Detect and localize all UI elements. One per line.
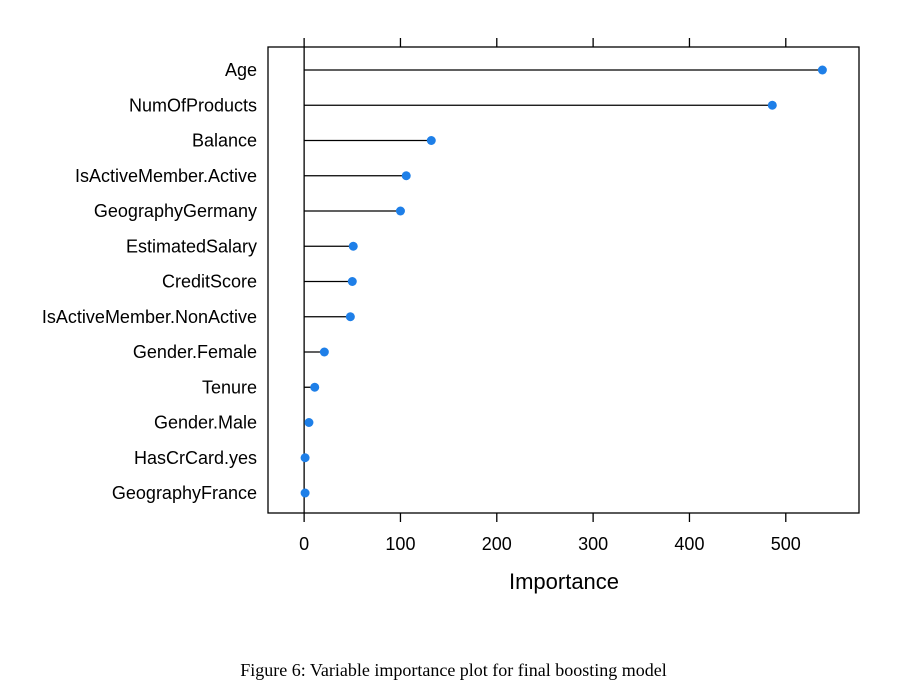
x-tick-label: 100: [385, 534, 415, 554]
variable-label: IsActiveMember.Active: [75, 166, 257, 186]
variable-label: Gender.Male: [154, 413, 257, 433]
importance-point: [401, 171, 411, 181]
importance-point: [347, 277, 357, 286]
figure-caption: Figure 6: Variable importance plot for f…: [240, 660, 667, 680]
x-tick-label: 200: [482, 534, 512, 554]
x-tick-label: 300: [578, 534, 608, 554]
plot-frame: [267, 46, 860, 514]
variable-label: NumOfProducts: [129, 95, 257, 115]
importance-point: [300, 453, 310, 463]
variable-label: Age: [225, 60, 257, 80]
importance-point: [304, 418, 314, 427]
importance-point: [300, 488, 310, 498]
variable-label: IsActiveMember.NonActive: [42, 307, 257, 327]
importance-point: [817, 65, 827, 75]
x-tick-label: 500: [771, 534, 801, 554]
variable-label: EstimatedSalary: [126, 236, 257, 256]
variable-label: CreditScore: [162, 272, 257, 292]
importance-point: [395, 206, 405, 216]
variable-label: Balance: [192, 131, 257, 151]
importance-rows: Age NumOfProducts Balance IsActiveMember.Ac…: [42, 60, 827, 503]
importance-point: [345, 312, 355, 322]
x-axis-title: Importance: [509, 569, 619, 594]
x-tick-label: 0: [299, 534, 309, 554]
variable-label: Tenure: [202, 377, 257, 397]
variable-label: GeographyGermany: [94, 201, 257, 221]
importance-point: [767, 100, 777, 110]
x-axis-ticks: 0 100 200 300 400 500: [299, 38, 801, 554]
variable-label: HasCrCard.yes: [134, 448, 257, 468]
importance-point: [310, 382, 320, 392]
importance-point: [426, 136, 436, 145]
x-tick-label: 400: [674, 534, 704, 554]
variable-importance-chart: 0 100 200 300 400 500 Age NumOfProducts Balance…: [42, 38, 860, 594]
variable-label: Gender.Female: [133, 342, 257, 362]
variable-label: GeographyFrance: [112, 483, 257, 503]
importance-point: [348, 241, 358, 251]
importance-point: [319, 347, 329, 357]
